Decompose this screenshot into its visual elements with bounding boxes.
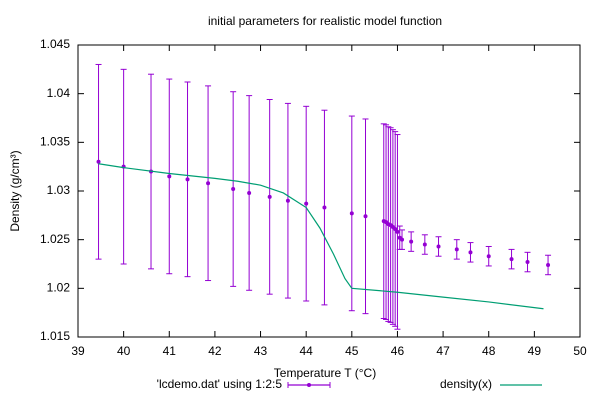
y-axis-label: Density (g/cm³) <box>8 150 22 231</box>
data-point <box>422 242 427 247</box>
x-tick-label: 48 <box>482 344 496 358</box>
model-line <box>98 163 544 310</box>
legend-label: 'lcdemo.dat' using 1:2:5 <box>157 377 283 391</box>
y-tick-label: 1.02 <box>47 281 71 295</box>
data-point <box>468 250 473 255</box>
data-point <box>393 226 398 231</box>
data-point <box>546 262 551 267</box>
legend-swatch <box>307 383 311 387</box>
data-point <box>206 181 211 186</box>
x-tick-label: 44 <box>300 344 314 358</box>
chart-title: initial parameters for realistic model f… <box>208 14 442 28</box>
data-point <box>363 214 368 219</box>
data-point <box>349 211 354 216</box>
data-point <box>395 229 400 234</box>
x-tick-label: 40 <box>117 344 131 358</box>
y-tick-label: 1.04 <box>47 86 71 100</box>
x-tick-label: 47 <box>436 344 450 358</box>
plot-border <box>77 44 581 338</box>
y-tick-label: 1.025 <box>40 232 70 246</box>
data-point <box>400 237 405 242</box>
data-point <box>454 247 459 252</box>
data-point <box>96 159 101 164</box>
legend-label: density(x) <box>440 377 492 391</box>
x-tick-label: 45 <box>345 344 359 358</box>
data-point <box>267 194 272 199</box>
data-point <box>525 260 530 265</box>
data-point <box>185 177 190 182</box>
y-tick-label: 1.045 <box>40 37 70 51</box>
data-point <box>509 257 514 262</box>
data-point <box>231 187 236 192</box>
x-tick-label: 42 <box>208 344 222 358</box>
x-tick-label: 50 <box>573 344 587 358</box>
x-tick-label: 46 <box>391 344 405 358</box>
data-point <box>409 239 414 244</box>
y-tick-label: 1.015 <box>40 329 70 343</box>
y-tick-label: 1.03 <box>47 183 71 197</box>
x-tick-label: 39 <box>71 344 85 358</box>
data-point <box>486 254 491 259</box>
data-point <box>167 174 172 179</box>
x-tick-label: 43 <box>254 344 268 358</box>
data-point <box>322 205 327 210</box>
data-point <box>247 190 252 195</box>
data-point <box>436 244 441 249</box>
x-axis-label: Temperature T (°C) <box>274 366 376 380</box>
data-point <box>285 198 290 203</box>
y-tick-label: 1.035 <box>40 135 70 149</box>
x-tick-label: 49 <box>528 344 542 358</box>
x-tick-label: 41 <box>163 344 177 358</box>
data-point <box>304 201 309 206</box>
